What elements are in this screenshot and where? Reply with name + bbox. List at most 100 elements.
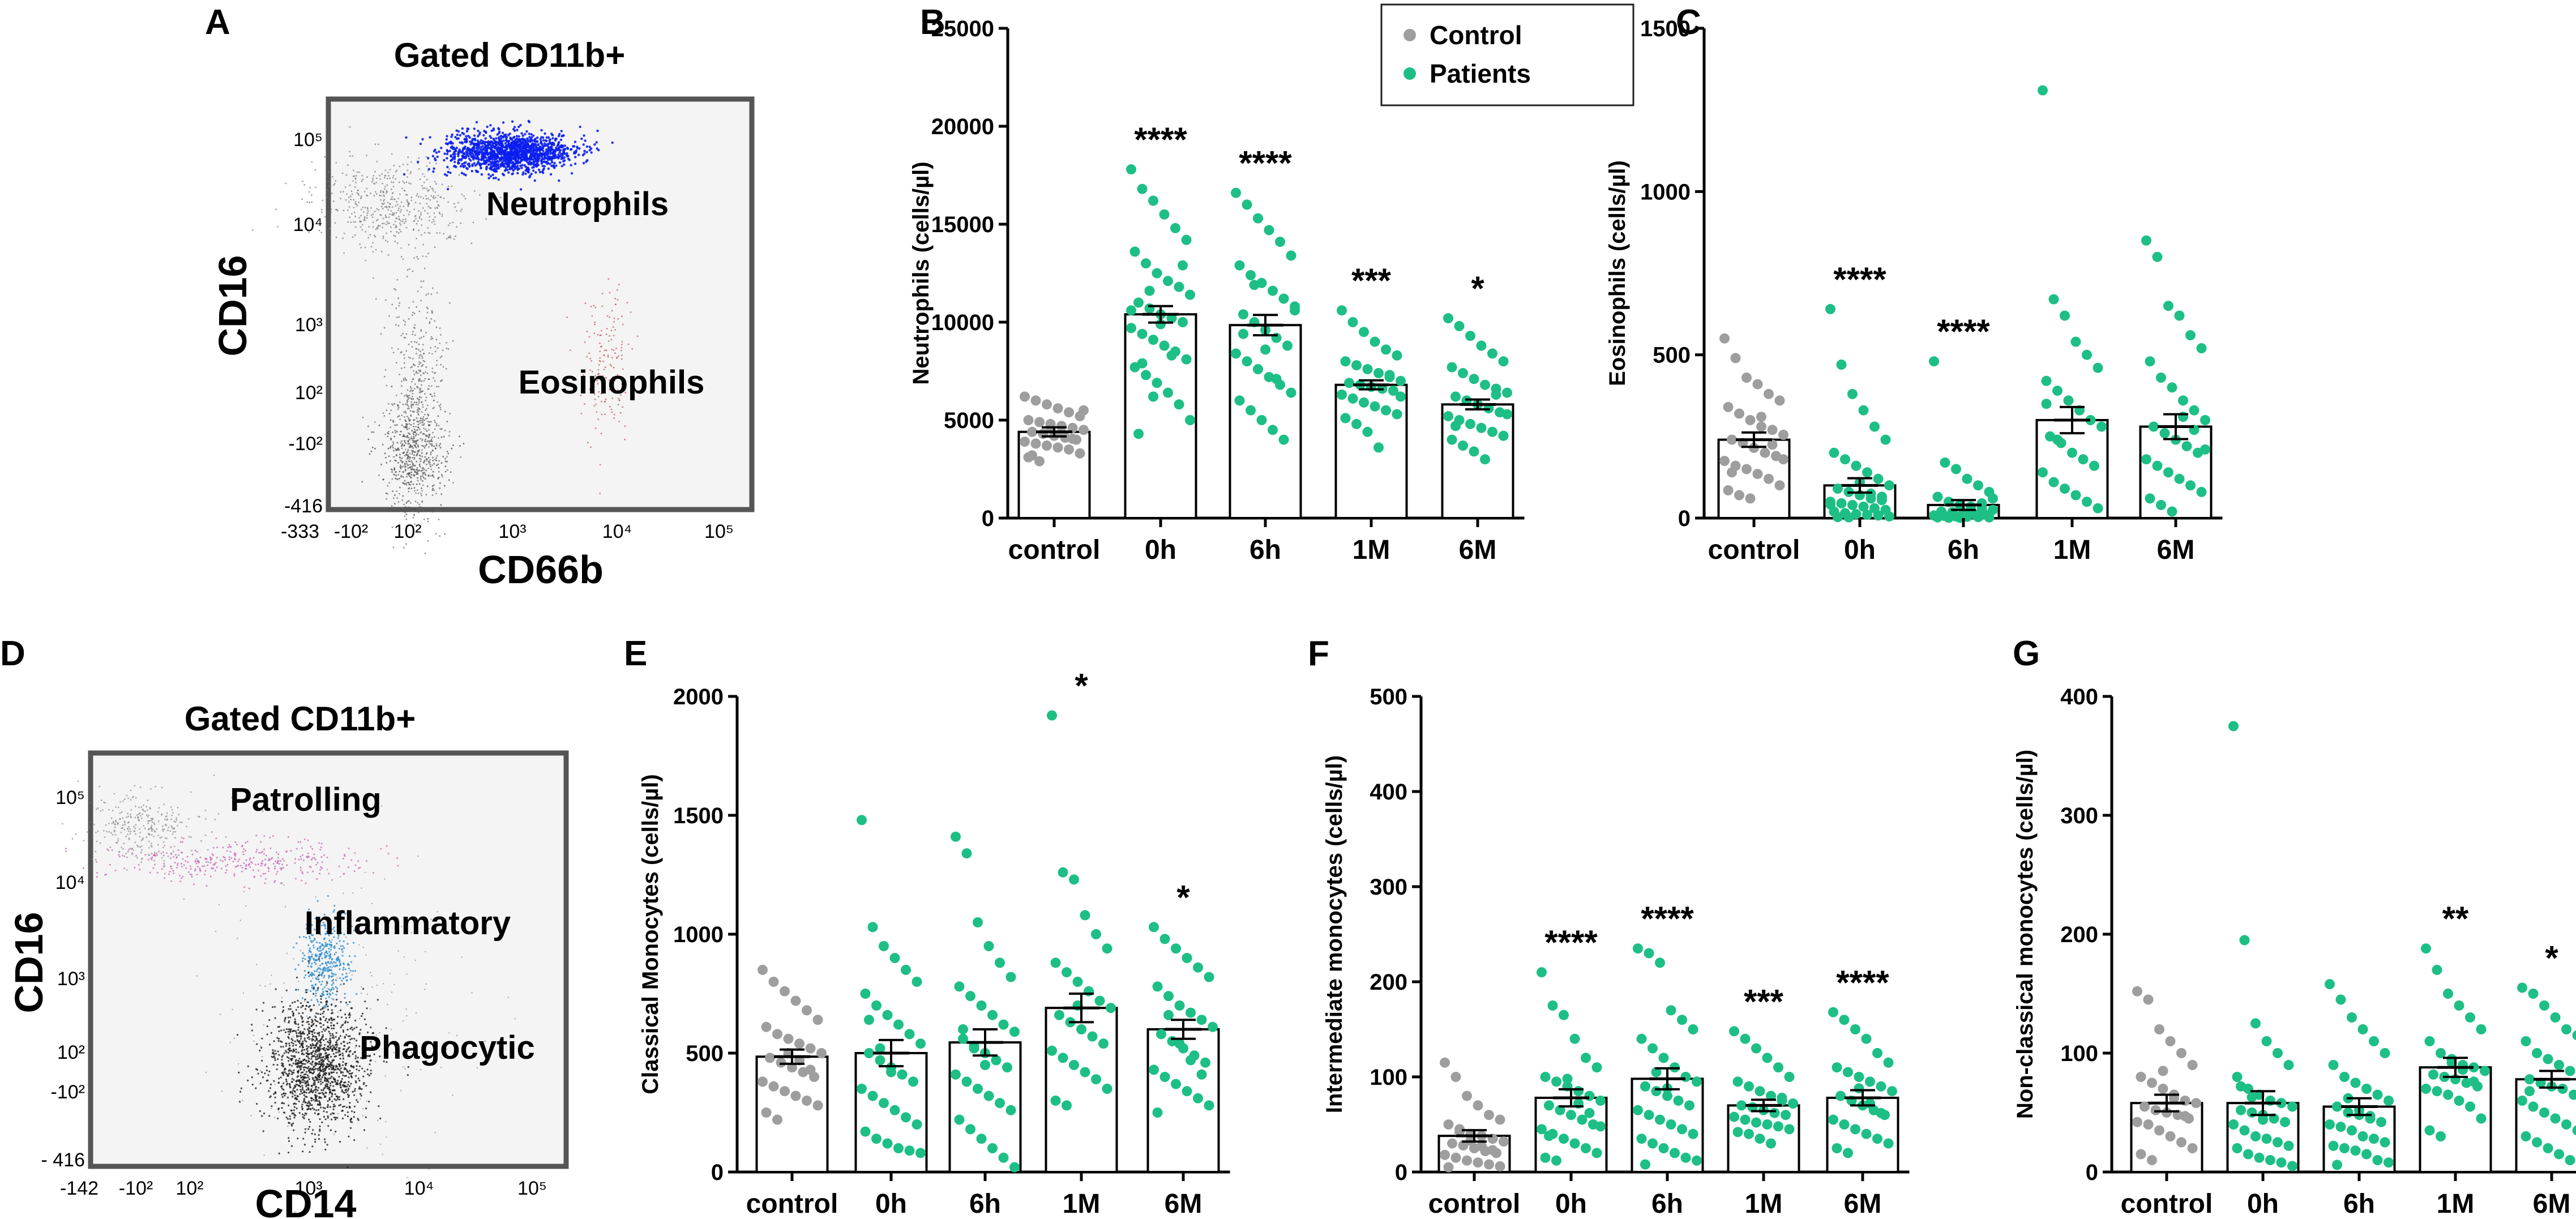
facs-dot-background xyxy=(427,421,429,422)
facs-dot-background xyxy=(162,830,164,832)
facs-dot-background xyxy=(354,186,356,188)
facs-dot-background xyxy=(450,471,452,473)
facs-dot-background xyxy=(391,188,392,190)
facs-dot-background xyxy=(447,452,450,455)
facs-dot-background xyxy=(395,449,397,451)
facs-dot-background xyxy=(433,476,435,478)
facs-dot-background xyxy=(392,404,394,406)
facs-dot-patrolling xyxy=(245,865,247,867)
facs-a-ylabel: CD16 xyxy=(211,255,255,357)
facs-dot-background xyxy=(447,185,450,187)
facs-dot-inflammatory xyxy=(314,917,316,919)
facs-dot-neutrophil xyxy=(461,131,464,135)
facs-dot-background xyxy=(424,393,426,395)
facs-dot-eosinophil xyxy=(618,377,621,379)
facs-dot-inflammatory xyxy=(333,930,336,933)
facs-dot-patrolling xyxy=(248,887,250,889)
facs-dot-background xyxy=(410,436,412,438)
facs-dot-background xyxy=(365,259,367,262)
facs-dot-background xyxy=(383,188,386,190)
facs-dot-neutrophil xyxy=(562,160,565,162)
facs-dot-neutrophil xyxy=(508,166,511,170)
facs-dot-inflammatory xyxy=(328,928,331,930)
facs-dot-phagocytic xyxy=(356,1040,358,1042)
facs-dot-phagocytic xyxy=(296,1034,298,1037)
facs-dot-neutrophil xyxy=(487,173,490,176)
facs-dot-inflammatory xyxy=(309,921,311,923)
facs-dot-patrolling xyxy=(255,851,257,853)
facs-dot-background xyxy=(386,206,388,208)
facs-dot-neutrophil xyxy=(582,162,585,165)
facs-dot-phagocytic xyxy=(314,1068,316,1071)
facs-dot-phagocytic xyxy=(314,1141,316,1143)
facs-dot-neutrophil xyxy=(478,150,481,153)
facs-dot-background xyxy=(399,165,401,168)
facs-dot-patrolling xyxy=(170,846,172,848)
facs-dot-phagocytic xyxy=(268,1043,271,1046)
facs-dot-neutrophil xyxy=(491,142,495,145)
facs-dot-inflammatory xyxy=(350,925,353,927)
facs-dot-background xyxy=(392,431,393,433)
facs-dot-phagocytic xyxy=(292,1093,294,1095)
facs-dot-inflammatory xyxy=(316,947,319,949)
facs-dot-background xyxy=(422,472,424,474)
facs-dot-phagocytic xyxy=(324,1141,326,1143)
facs-dot-background xyxy=(398,181,400,183)
facs-dot-phagocytic xyxy=(331,1009,333,1011)
facs-dot-patrolling xyxy=(151,853,153,855)
facs-dot-neutrophil xyxy=(464,161,467,164)
facs-dot-background xyxy=(137,816,139,818)
facs-dot-inflammatory xyxy=(318,1004,320,1006)
facs-dot-phagocytic xyxy=(326,1111,328,1113)
facs-dot-background xyxy=(126,794,128,797)
facs-dot-inflammatory xyxy=(316,900,319,902)
facs-dot-background xyxy=(370,246,373,247)
facs-dot-neutrophil xyxy=(476,170,480,173)
facs-dot-phagocytic xyxy=(318,1063,320,1065)
facs-dot-neutrophil xyxy=(542,145,545,148)
facs-dot-background xyxy=(144,827,146,829)
facs-dot-neutrophil xyxy=(510,154,513,157)
facs-dot-background xyxy=(456,210,457,212)
facs-dot-inflammatory xyxy=(327,931,329,933)
facs-dot-neutrophil xyxy=(447,170,450,173)
facs-dot-patrolling xyxy=(301,847,303,849)
facs-dot-background xyxy=(416,306,417,308)
facs-dot-phagocytic xyxy=(343,1068,345,1070)
facs-dot-inflammatory xyxy=(315,995,317,997)
facs-dot-patrolling xyxy=(179,880,181,883)
facs-dot-phagocytic xyxy=(311,1051,314,1054)
facs-dot-background xyxy=(379,178,382,180)
facs-dot-inflammatory xyxy=(304,958,306,960)
facs-dot-inflammatory xyxy=(344,993,346,995)
facs-dot-eosinophil xyxy=(590,446,592,448)
facs-dot-phagocytic xyxy=(350,1083,352,1085)
facs-dot-eosinophil xyxy=(619,412,622,414)
facs-dot-background xyxy=(423,447,426,449)
facs-dot-background xyxy=(392,546,395,549)
facs-dot-phagocytic xyxy=(277,1038,280,1040)
facs-dot-phagocytic xyxy=(317,1040,319,1042)
facs-dot-patrolling xyxy=(386,845,388,847)
facs-dot-inflammatory xyxy=(310,980,312,982)
facs-dot-inflammatory xyxy=(324,942,327,944)
facs-dot-background xyxy=(349,151,350,153)
facs-dot-neutrophil xyxy=(446,135,448,138)
facs-dot-phagocytic xyxy=(325,1038,327,1040)
facs-dot-neutrophil xyxy=(519,164,522,168)
facs-dot-inflammatory xyxy=(329,963,331,965)
facs-dot-patrolling xyxy=(321,861,323,863)
facs-dot-phagocytic xyxy=(307,1088,310,1090)
facs-dot-patrolling xyxy=(109,863,111,866)
facs-dot-phagocytic xyxy=(306,1045,308,1047)
facs-dot-background xyxy=(136,814,138,816)
facs-dot-inflammatory xyxy=(330,990,332,992)
facs-dot-inflammatory xyxy=(311,941,313,943)
facs-dot-background xyxy=(434,181,436,183)
facs-dot-background xyxy=(410,341,412,343)
facs-dot-phagocytic xyxy=(315,1038,318,1041)
facs-dot-patrolling xyxy=(301,871,303,873)
facs-dot-neutrophil xyxy=(515,135,519,138)
facs-dot-eosinophil xyxy=(613,335,615,337)
facs-dot-background xyxy=(390,210,392,212)
